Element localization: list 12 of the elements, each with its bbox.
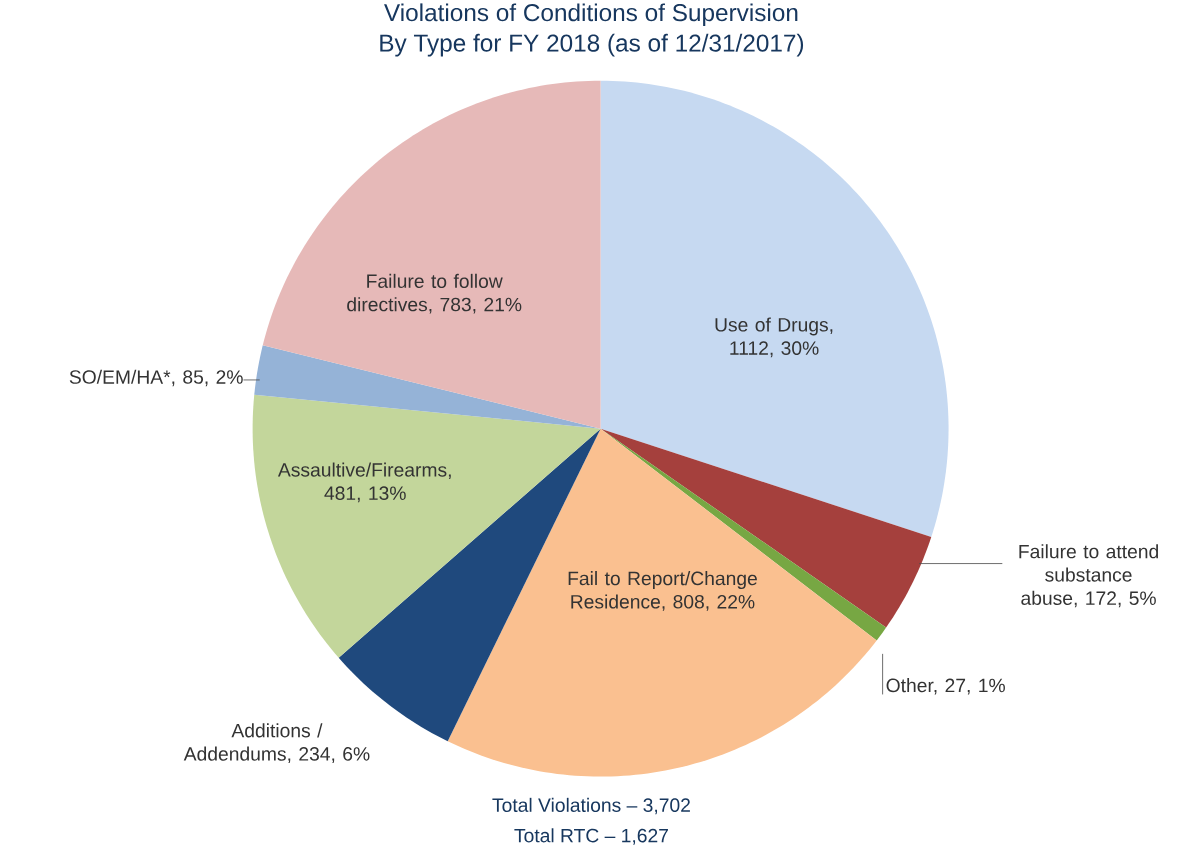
text: Total RTC – 1,627 <box>514 828 668 845</box>
slice-label: Additions / Addendums, 234, 6% <box>183 723 370 763</box>
chart-title: Violations of Conditions of Supervision <box>384 3 798 27</box>
text: Total Violations – 3,702 <box>492 797 690 815</box>
slice-label: Fail to Report/Change Residence, 808, 22% <box>568 571 757 611</box>
slice-label: Use of Drugs, 1112, 30% <box>715 317 833 358</box>
slice-label: Other, 27, 1% <box>886 678 1005 695</box>
slice-label: Assaultive/Firearms, 481, 13% <box>277 462 451 503</box>
slice-label: Failure to attend substance abuse, 172, 5% <box>1019 544 1158 608</box>
slice-label: Failure to follow directives, 783, 21% <box>347 273 522 314</box>
slice-label: SO/EM/HA*, 85, 2% <box>69 369 243 387</box>
chart-subtitle: By Type for FY 2018 (as of 12/31/2017) <box>380 33 804 57</box>
